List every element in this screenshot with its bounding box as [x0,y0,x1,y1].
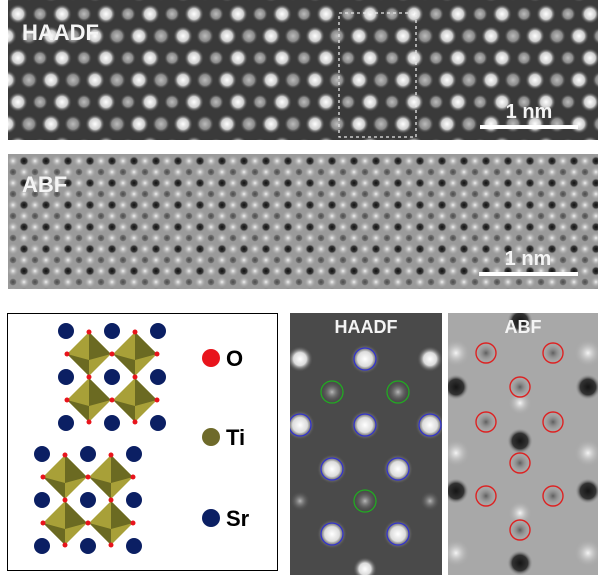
haadf-wide-scale-label: 1 nm [506,101,553,123]
haadf-wide-scale-bar [480,125,578,129]
haadf-zoom-image: HAADF [290,313,442,575]
haadf-wide-panel: HAADF 1 nm [8,0,598,140]
haadf-wide-label: HAADF [22,20,99,45]
legend-ti-marker [202,428,220,446]
legend-o-label: O [226,346,243,371]
legend: O Ti Sr [202,346,250,531]
structure-schematic: O Ti Sr [34,323,250,554]
abf-wide-image: ABF 1 nm [8,154,598,289]
abf-zoom-image: ABF [448,313,598,575]
legend-o-marker [202,349,220,367]
abf-wide-scale-label: 1 nm [505,248,552,270]
lower-perovskite-block [34,446,142,554]
legend-ti-label: Ti [226,425,245,450]
upper-perovskite-block [58,323,166,431]
legend-sr-label: Sr [226,506,250,531]
abf-wide-label: ABF [22,172,67,197]
abf-wide-scale-bar [479,272,578,276]
abf-zoom-panel: ABF [448,313,598,575]
haadf-wide-image: HAADF 1 nm [8,0,598,140]
haadf-zoom-panel: HAADF [290,313,442,575]
abf-zoom-label: ABF [505,317,542,337]
legend-sr-marker [202,509,220,527]
structure-schematic-panel: O Ti Sr [7,313,278,571]
haadf-zoom-label: HAADF [335,317,398,337]
abf-wide-panel: ABF 1 nm [8,154,598,289]
zoom-region-box [338,12,417,138]
